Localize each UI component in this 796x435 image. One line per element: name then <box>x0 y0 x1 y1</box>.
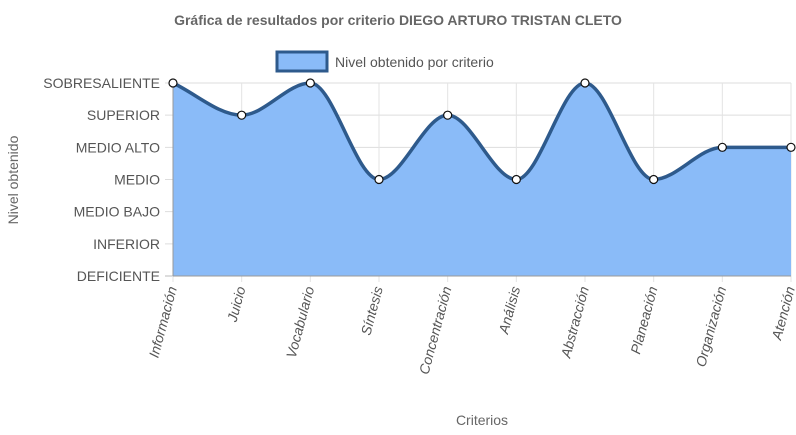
x-tick-label: Juicio <box>224 284 249 324</box>
data-point[interactable] <box>511 174 521 185</box>
series-area <box>173 83 791 276</box>
y-axis: DEFICIENTE INFERIOR MEDIO BAJO MEDIO MEDIO A… <box>43 75 160 284</box>
y-tick-label: SOBRESALIENTE <box>43 75 160 91</box>
legend-label: Nivel obtenido por criterio <box>335 54 494 70</box>
y-tick-label: DEFICIENTE <box>77 268 160 284</box>
x-tick-label: Información <box>146 284 180 359</box>
y-tick-label: MEDIO <box>114 172 160 188</box>
data-point[interactable] <box>237 110 247 120</box>
series-line <box>172 81 791 182</box>
legend[interactable]: Nivel obtenido por criterio <box>275 50 494 73</box>
y-tick-label: SUPERIOR <box>87 107 160 123</box>
x-tick-label: Análisis <box>495 285 523 337</box>
y-tick-label: INFERIOR <box>93 236 160 252</box>
x-tick-label: Planeación <box>627 284 660 355</box>
x-tick-label: Atención <box>768 284 796 342</box>
data-point[interactable] <box>443 110 453 120</box>
x-tick-label: Vocabulario <box>283 284 318 359</box>
y-tick-label: MEDIO ALTO <box>76 139 160 155</box>
legend-swatch <box>275 50 329 73</box>
y-tick-label: MEDIO BAJO <box>74 204 160 220</box>
x-tick-label: Organización <box>692 284 729 368</box>
x-tick-label: Síntesis <box>358 285 386 337</box>
data-point[interactable] <box>168 78 178 88</box>
data-point[interactable] <box>374 174 384 185</box>
x-tick-label: Abstracción <box>557 284 592 360</box>
data-point[interactable] <box>786 142 796 152</box>
y-axis-label: Nivel obtenido <box>5 135 21 224</box>
x-axis: Información Juicio Vocabulario Síntesis Conc… <box>146 284 796 376</box>
chart-title: Gráfica de resultados por criterio DIEGO… <box>174 12 622 28</box>
data-point[interactable] <box>580 78 590 88</box>
data-point[interactable] <box>717 142 727 152</box>
x-tick-label: Concentración <box>416 284 455 376</box>
plot-area <box>168 78 796 277</box>
data-point[interactable] <box>305 78 315 88</box>
x-axis-label: Criterios <box>456 412 508 428</box>
data-point[interactable] <box>649 174 659 185</box>
